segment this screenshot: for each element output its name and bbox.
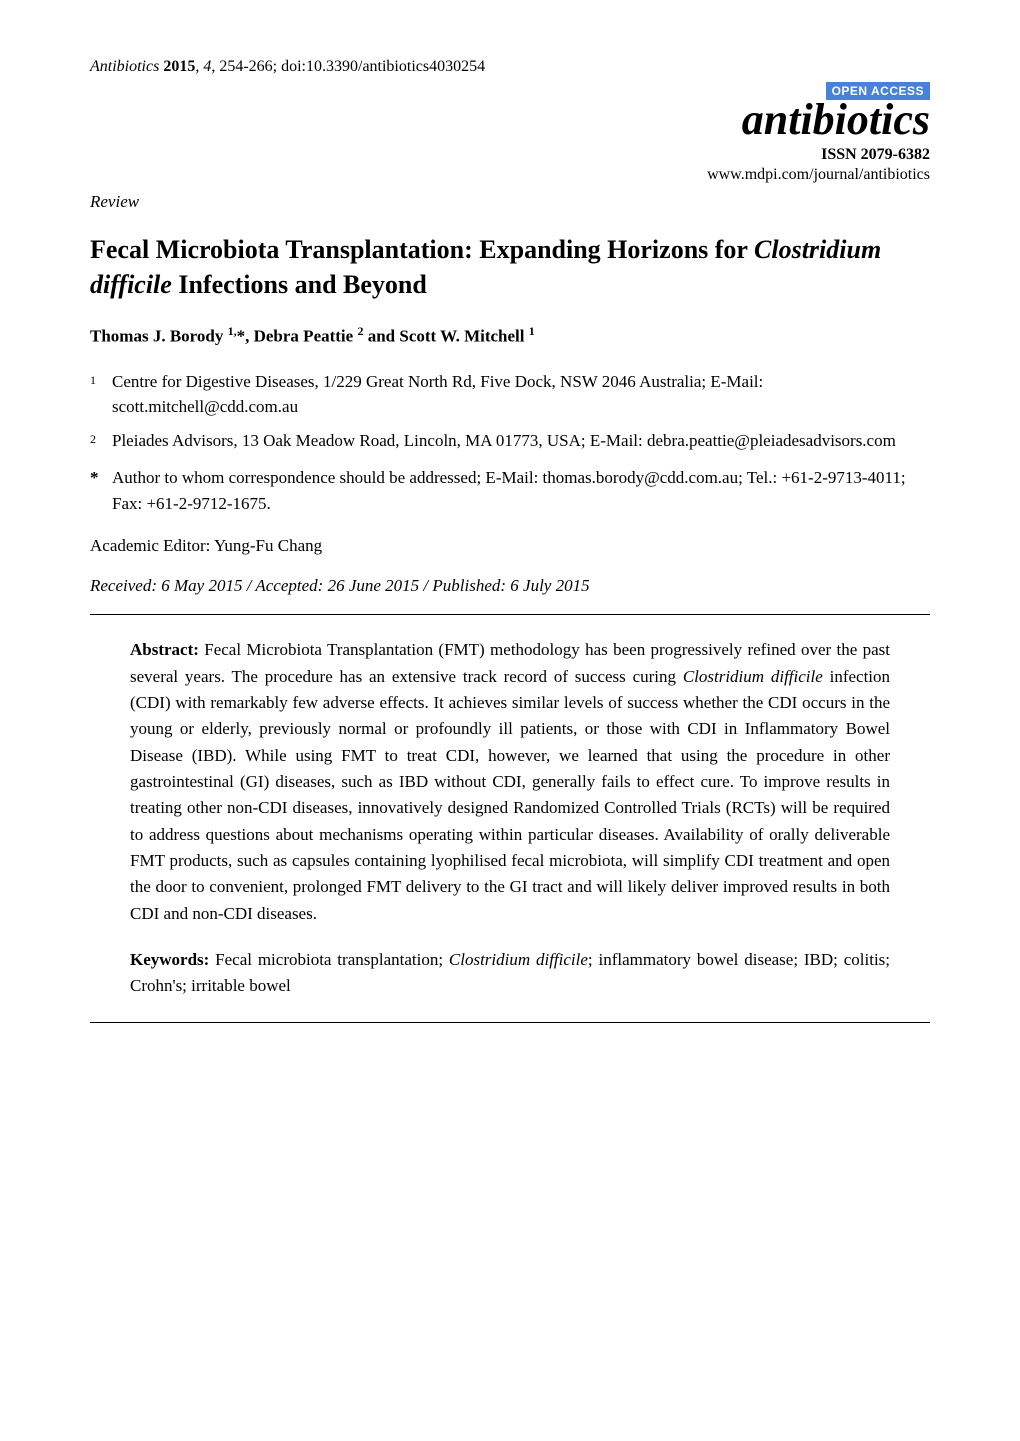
rule-bottom xyxy=(90,1022,930,1023)
issn-line: ISSN 2079-6382 xyxy=(90,146,930,164)
affil-1-marker: 1 xyxy=(90,369,112,420)
corr-text: Author to whom correspondence should be … xyxy=(112,465,930,516)
author-2: Debra Peattie xyxy=(254,327,358,346)
author-sep-2: and xyxy=(363,327,399,346)
abstract: Abstract: Fecal Microbiota Transplantati… xyxy=(90,615,930,947)
authors-line: Thomas J. Borody 1,*, Debra Peattie 2 an… xyxy=(90,324,930,347)
affiliation-1: 1 Centre for Digestive Diseases, 1/229 G… xyxy=(90,369,930,420)
running-header: Antibiotics 2015, 4, 254-266; doi:10.339… xyxy=(90,58,930,76)
title-part1: Fecal Microbiota Transplantation: Expand… xyxy=(90,235,754,264)
affil-1-text: Centre for Digestive Diseases, 1/229 Gre… xyxy=(112,369,930,420)
abstract-i1: Clostridium difficile xyxy=(683,667,823,686)
keywords: Keywords: Fecal microbiota transplantati… xyxy=(90,947,930,1022)
affil-2-text: Pleiades Advisors, 13 Oak Meadow Road, L… xyxy=(112,428,930,454)
abstract-p2: infection (CDI) with remarkably few adve… xyxy=(130,667,890,923)
corr-marker: * xyxy=(90,465,112,516)
journal-logo: antibiotics xyxy=(90,98,930,142)
article-title: Fecal Microbiota Transplantation: Expand… xyxy=(90,232,930,302)
keywords-label: Keywords: xyxy=(130,950,215,969)
corresponding-author: * Author to whom correspondence should b… xyxy=(90,465,930,516)
affiliations: 1 Centre for Digestive Diseases, 1/229 G… xyxy=(90,369,930,517)
author-1-star: * xyxy=(237,327,246,346)
header-year: 2015 xyxy=(159,58,195,75)
affiliation-2: 2 Pleiades Advisors, 13 Oak Meadow Road,… xyxy=(90,428,930,454)
header-pages-doi: , 254-266; doi:10.3390/antibiotics403025… xyxy=(211,58,485,75)
affil-2-marker: 2 xyxy=(90,428,112,454)
article-type: Review xyxy=(90,192,930,212)
journal-url: www.mdpi.com/journal/antibiotics xyxy=(90,166,930,184)
header-journal: Antibiotics xyxy=(90,58,159,75)
author-3: Scott W. Mitchell xyxy=(399,327,528,346)
open-access-badge: OPEN ACCESS xyxy=(826,82,930,100)
keywords-p1: Fecal microbiota transplantation; xyxy=(215,950,449,969)
author-1-sup: 1, xyxy=(228,324,237,338)
abstract-label: Abstract: xyxy=(130,640,204,659)
academic-editor: Academic Editor: Yung-Fu Chang xyxy=(90,536,930,556)
title-part2: Infections and Beyond xyxy=(172,270,427,299)
author-sep-1: , xyxy=(245,327,254,346)
article-dates: Received: 6 May 2015 / Accepted: 26 June… xyxy=(90,576,930,596)
keywords-i1: Clostridium difficile xyxy=(449,950,588,969)
author-1: Thomas J. Borody xyxy=(90,327,228,346)
author-3-sup: 1 xyxy=(529,324,535,338)
